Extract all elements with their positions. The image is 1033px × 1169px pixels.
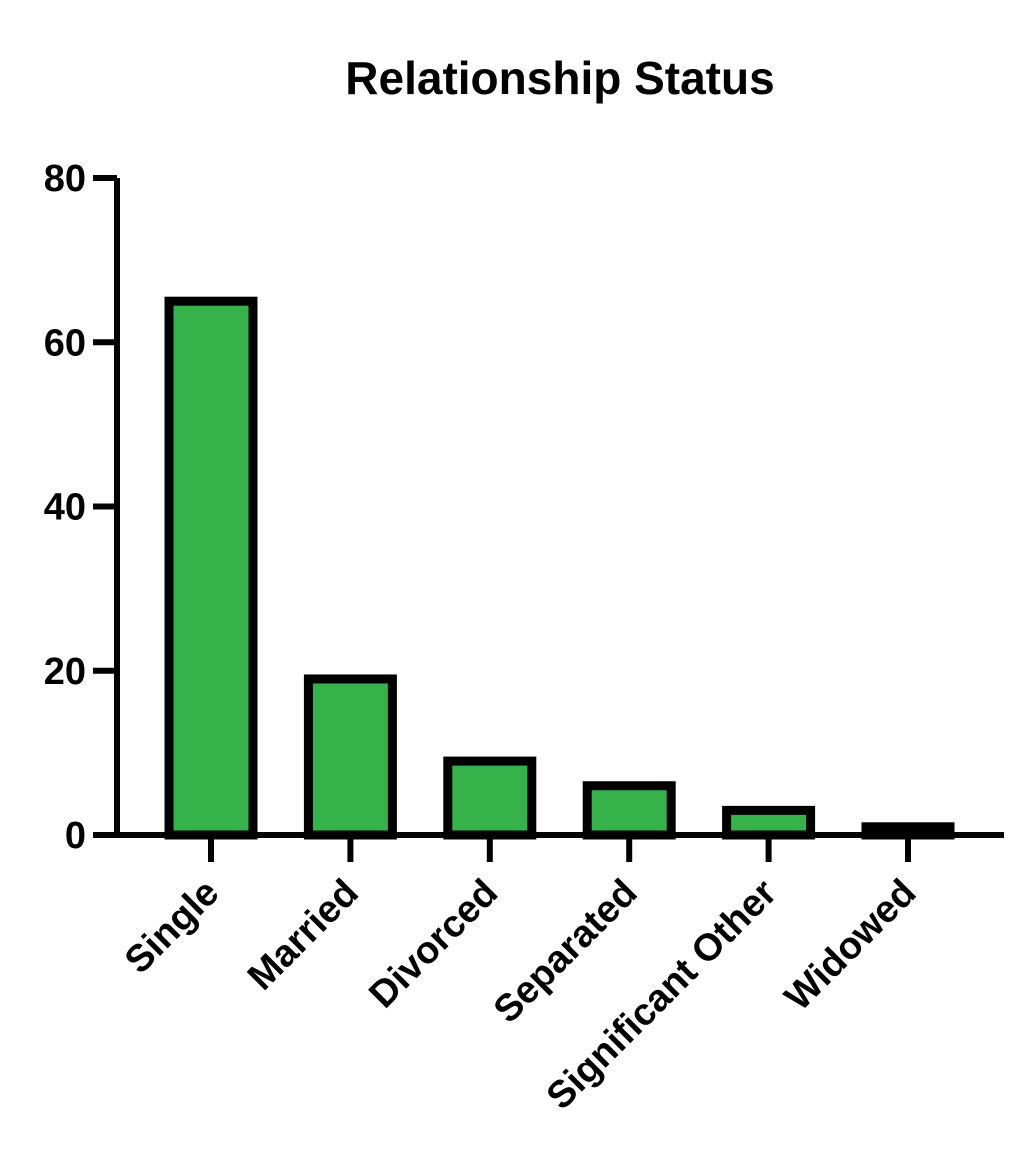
x-ticks-group: Single MarriedDivorcedSeparatedSignifican… [117, 835, 924, 1118]
y-tick-label: 0 [65, 815, 86, 857]
bar-married [303, 674, 397, 840]
x-category-label: Significant Other [539, 872, 785, 1118]
x-category-label: Divorced [361, 872, 506, 1017]
bar-single [164, 296, 258, 840]
chart-title: Relationship Status [345, 52, 774, 104]
y-tick-label: 40 [44, 487, 86, 529]
x-category-label: Single [117, 872, 227, 982]
bar-separated [582, 781, 676, 840]
bar-divorced [443, 756, 537, 840]
y-ticks-group: 0 20 40 60 80 [44, 158, 117, 857]
x-category-label: Widowed [777, 872, 924, 1019]
y-tick-label: 20 [44, 651, 86, 693]
bars-group [164, 296, 955, 840]
bar-significant-other [722, 805, 816, 840]
y-tick-label: 60 [44, 322, 86, 364]
x-category-label: Married [240, 872, 367, 999]
y-tick-label: 80 [44, 158, 86, 200]
